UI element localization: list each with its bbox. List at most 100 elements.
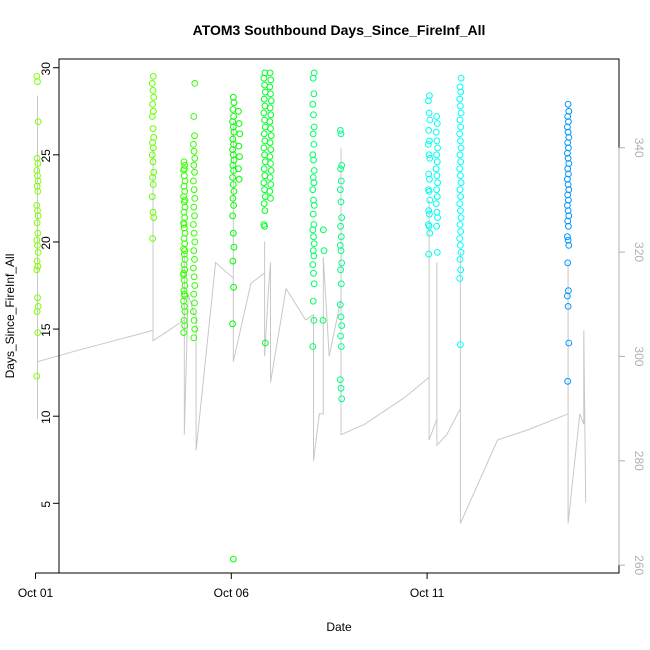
data-point xyxy=(180,221,188,228)
data-point xyxy=(337,247,345,255)
data-point xyxy=(190,147,198,155)
data-point xyxy=(190,161,198,169)
data-point xyxy=(34,249,42,256)
data-point xyxy=(229,257,237,265)
data-point xyxy=(181,196,189,204)
data-point xyxy=(181,322,189,330)
data-point xyxy=(236,130,244,138)
data-point xyxy=(34,207,41,215)
data-point xyxy=(434,179,442,187)
data-point xyxy=(457,123,465,131)
data-point xyxy=(309,226,317,234)
data-point xyxy=(267,195,274,202)
data-point xyxy=(457,242,464,249)
data-point xyxy=(190,229,198,237)
y-tick-label: 15 xyxy=(39,323,53,337)
data-point xyxy=(235,142,243,150)
data-point xyxy=(34,160,42,167)
data-point xyxy=(433,113,441,120)
data-point xyxy=(180,158,188,166)
data-point xyxy=(180,329,188,337)
data-point xyxy=(266,188,274,195)
data-point xyxy=(319,317,327,324)
data-point xyxy=(457,207,464,215)
data-point xyxy=(190,203,198,211)
data-point xyxy=(267,181,275,188)
data-point xyxy=(457,341,464,349)
trace-layer xyxy=(37,95,587,524)
data-point xyxy=(564,191,572,199)
data-point xyxy=(260,200,268,208)
data-point xyxy=(266,174,274,181)
data-point xyxy=(191,282,199,289)
data-point xyxy=(267,111,275,119)
data-point xyxy=(33,182,41,190)
data-point xyxy=(266,83,274,91)
data-point xyxy=(149,125,157,133)
y2-tick-label: 280 xyxy=(632,451,646,471)
data-point xyxy=(457,137,464,145)
data-point xyxy=(309,261,317,269)
data-point xyxy=(310,141,318,148)
data-point xyxy=(235,120,243,127)
data-point xyxy=(261,222,269,230)
data-point xyxy=(180,269,188,277)
y2-tick-label: 300 xyxy=(632,346,646,366)
data-point xyxy=(310,111,317,119)
data-point xyxy=(425,97,432,105)
data-point xyxy=(338,395,346,403)
x-tick-label: Oct 06 xyxy=(214,586,250,600)
data-point xyxy=(425,170,433,178)
data-point xyxy=(434,144,442,152)
data-point xyxy=(229,106,237,113)
data-point xyxy=(309,100,317,108)
data-point xyxy=(433,172,441,180)
data-point xyxy=(33,167,41,174)
data-point xyxy=(338,322,346,330)
data-point xyxy=(310,269,317,277)
x-axis-label: Date xyxy=(326,620,352,634)
data-point xyxy=(337,177,345,185)
data-point xyxy=(149,181,157,188)
data-point xyxy=(149,100,157,108)
data-point xyxy=(309,297,317,305)
data-point xyxy=(180,261,188,269)
data-point xyxy=(267,132,275,140)
data-point xyxy=(426,229,434,237)
data-point xyxy=(229,161,237,169)
data-point xyxy=(150,93,158,101)
data-point xyxy=(309,210,317,218)
data-point xyxy=(425,126,433,134)
data-point xyxy=(190,221,197,228)
data-point xyxy=(432,165,440,173)
data-point xyxy=(457,179,465,187)
data-point xyxy=(310,167,318,174)
data-point xyxy=(456,83,464,91)
data-point xyxy=(425,109,433,117)
data-point xyxy=(564,292,571,300)
data-point xyxy=(230,188,238,195)
data-point xyxy=(236,153,243,161)
data-point xyxy=(33,202,41,209)
data-point xyxy=(191,212,198,220)
data-point xyxy=(229,555,237,563)
data-point xyxy=(34,229,42,237)
data-point xyxy=(309,74,317,82)
data-point xyxy=(180,271,188,279)
x-tick-label: Oct 01 xyxy=(18,586,54,600)
y2-tick-label: 320 xyxy=(632,242,646,262)
data-point xyxy=(148,193,156,201)
data-point xyxy=(433,186,441,194)
data-point xyxy=(564,154,572,162)
data-point xyxy=(565,242,573,249)
data-point xyxy=(34,188,42,195)
data-point xyxy=(191,256,198,263)
data-point xyxy=(457,172,464,180)
data-point xyxy=(336,301,344,309)
data-point xyxy=(180,297,188,305)
data-point xyxy=(33,219,41,227)
data-point xyxy=(267,167,275,174)
data-point xyxy=(319,226,327,234)
data-point xyxy=(432,200,440,208)
data-point xyxy=(229,123,237,131)
